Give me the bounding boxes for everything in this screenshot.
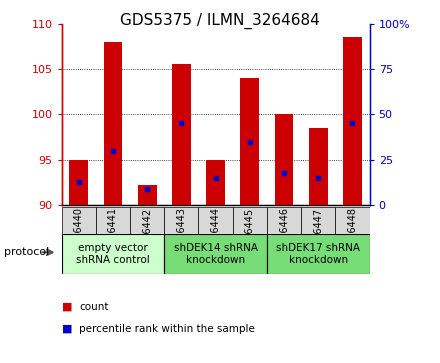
Bar bbox=[96, 207, 130, 234]
Text: ■: ■ bbox=[62, 323, 72, 334]
Bar bbox=[62, 234, 164, 274]
Text: GDS5375 / ILMN_3264684: GDS5375 / ILMN_3264684 bbox=[120, 13, 320, 29]
Bar bbox=[198, 207, 233, 234]
Text: percentile rank within the sample: percentile rank within the sample bbox=[79, 323, 255, 334]
Bar bbox=[164, 207, 198, 234]
Text: GSM1486448: GSM1486448 bbox=[348, 207, 357, 273]
Bar bbox=[335, 207, 370, 234]
Bar bbox=[301, 207, 335, 234]
Bar bbox=[309, 128, 328, 205]
Bar bbox=[164, 234, 267, 274]
Bar bbox=[62, 207, 96, 234]
Text: GSM1486441: GSM1486441 bbox=[108, 207, 118, 273]
Bar bbox=[343, 37, 362, 205]
Bar bbox=[233, 207, 267, 234]
Text: shDEK14 shRNA
knockdown: shDEK14 shRNA knockdown bbox=[174, 243, 257, 265]
Bar bbox=[240, 78, 259, 205]
Bar bbox=[206, 160, 225, 205]
Text: protocol: protocol bbox=[4, 247, 50, 257]
Bar bbox=[172, 65, 191, 205]
Bar bbox=[267, 234, 370, 274]
Text: ■: ■ bbox=[62, 302, 72, 312]
Text: GSM1486443: GSM1486443 bbox=[176, 207, 187, 273]
Text: GSM1486446: GSM1486446 bbox=[279, 207, 289, 273]
Text: count: count bbox=[79, 302, 109, 312]
Bar bbox=[267, 207, 301, 234]
Text: GSM1486445: GSM1486445 bbox=[245, 207, 255, 273]
Text: shDEK17 shRNA
knockdown: shDEK17 shRNA knockdown bbox=[276, 243, 360, 265]
Text: GSM1486440: GSM1486440 bbox=[74, 207, 84, 273]
Text: GSM1486447: GSM1486447 bbox=[313, 207, 323, 273]
Text: empty vector
shRNA control: empty vector shRNA control bbox=[76, 243, 150, 265]
Bar bbox=[70, 160, 88, 205]
Bar bbox=[138, 185, 157, 205]
Bar bbox=[130, 207, 164, 234]
Bar bbox=[103, 42, 122, 205]
Bar bbox=[275, 114, 293, 205]
Text: GSM1486444: GSM1486444 bbox=[211, 207, 220, 273]
Text: GSM1486442: GSM1486442 bbox=[142, 207, 152, 273]
